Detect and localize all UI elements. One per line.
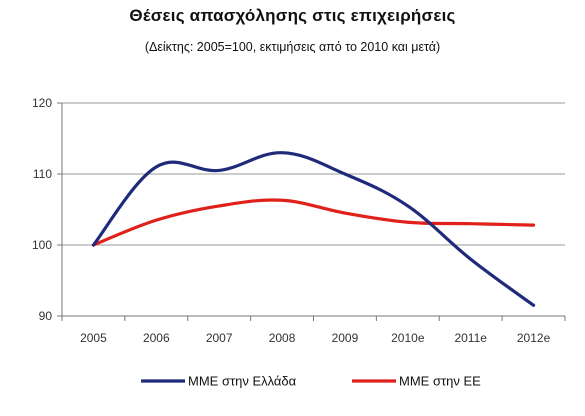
x-tick-label: 2009 (332, 331, 359, 345)
legend-label: ΜΜΕ στην Ελλάδα (188, 374, 297, 389)
chart-subtitle: (Δείκτης: 2005=100, εκτιμήσεις από το 20… (144, 40, 441, 54)
x-tick-label: 2007 (206, 331, 233, 345)
y-tick-label: 100 (32, 238, 52, 252)
x-tick-label: 2010e (391, 331, 425, 345)
chart-title: Θέσεις απασχόλησης στις επιχειρήσεις (129, 6, 456, 25)
y-tick-label: 110 (33, 167, 52, 181)
x-tick-label: 2008 (269, 331, 296, 345)
x-tick-label: 2012e (517, 331, 551, 345)
x-tick-label: 2005 (80, 331, 107, 345)
series-line-greece (91, 151, 536, 307)
y-tick-label: 90 (39, 309, 53, 323)
y-tick-label: 120 (32, 96, 52, 110)
series-line-eu (91, 198, 536, 247)
x-tick-label: 2011e (454, 331, 487, 345)
x-tick-label: 2006 (143, 331, 170, 345)
legend-label: ΜΜΕ στην ΕΕ (399, 374, 481, 389)
